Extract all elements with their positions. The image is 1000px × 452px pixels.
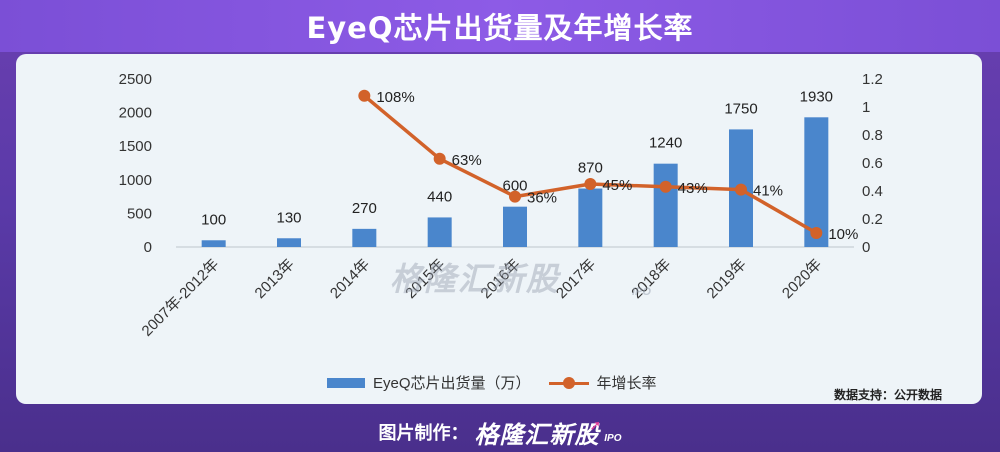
y-right-tick-label: 0.8 xyxy=(862,127,883,144)
legend-label-shipments: EyeQ芯片出货量（万） xyxy=(373,375,531,392)
x-tick-label: 2019年 xyxy=(704,256,750,302)
page-title: EyeQ芯片出货量及年增长率 xyxy=(306,11,694,45)
growth-data-label: 43% xyxy=(678,180,708,197)
growth-point xyxy=(584,178,597,190)
y-right-tick-label: 0.2 xyxy=(862,211,883,228)
bar-data-label: 1240 xyxy=(649,135,682,152)
bar-data-label: 130 xyxy=(276,209,301,226)
y-right-tick-label: 1 xyxy=(862,99,870,116)
bar-data-label: 1750 xyxy=(724,100,757,117)
footer-label: 图片制作： xyxy=(378,423,469,443)
growth-data-label: 36% xyxy=(527,190,557,207)
chart: 0 500 1000 1500 2000 2500 0 0.2 0.4 0.6 0.8 1 1.2 100… xyxy=(119,71,883,340)
bar-data-label: 270 xyxy=(352,200,377,217)
bar xyxy=(277,238,301,247)
growth-point xyxy=(810,227,823,239)
y-right-tick-label: 0 xyxy=(862,239,870,256)
legend-label-growth: 年增长率 xyxy=(596,375,657,392)
growth-data-label: 41% xyxy=(753,183,783,200)
bar xyxy=(653,163,678,247)
growth-point xyxy=(659,180,672,193)
growth-data-label: 10% xyxy=(828,226,858,243)
watermark-suffix: IPO xyxy=(632,286,651,298)
legend-bar-swatch xyxy=(327,377,365,388)
y-left-tick-label: 500 xyxy=(127,205,152,222)
chart-panel: 0 500 1000 1500 2000 2500 0 0.2 0.4 0.6 0.8 1 1.2 100… xyxy=(16,54,982,404)
bar xyxy=(427,217,452,247)
title-bar: EyeQ芯片出货量及年增长率 xyxy=(0,0,1000,52)
growth-point xyxy=(358,89,371,102)
bar-data-label: 440 xyxy=(427,188,452,205)
growth-data-label: 45% xyxy=(602,177,632,194)
watermark-brand: 格隆汇新股 xyxy=(390,261,561,297)
bar-data-label: 870 xyxy=(578,160,603,177)
y-left-tick-label: 1500 xyxy=(119,138,152,155)
chart-legend: EyeQ芯片出货量（万） 年增长率 xyxy=(327,372,675,393)
x-tick-label: 2013年 xyxy=(252,256,298,302)
bar xyxy=(578,188,603,247)
footer-arrow-icon: ➚ xyxy=(589,416,602,433)
growth-point xyxy=(509,190,521,203)
x-tick-label: 2007年-2012年 xyxy=(139,256,223,340)
y-left-tick-label: 0 xyxy=(144,239,152,256)
footer-brand: 格隆汇新股 xyxy=(474,421,600,449)
footer: 图片制作： 格隆汇新股 ➚ IPO xyxy=(0,412,1000,452)
y-right-tick-label: 1.2 xyxy=(862,71,883,88)
bar-data-label: 600 xyxy=(502,178,527,195)
bar xyxy=(804,117,829,247)
legend-line-swatch xyxy=(548,376,589,390)
bar xyxy=(201,240,226,247)
bar-data-label: 1930 xyxy=(800,88,833,105)
bar xyxy=(352,228,377,247)
y-right-tick-label: 0.4 xyxy=(862,183,883,200)
growth-point xyxy=(735,183,747,196)
legend-item-growth: 年增长率 xyxy=(548,372,657,393)
footer-brand-suffix: IPO xyxy=(604,432,622,444)
y-left-tick-label: 2000 xyxy=(119,105,152,122)
bar-data-label: 100 xyxy=(201,211,226,228)
bar xyxy=(503,206,527,247)
y-right-tick-label: 0.6 xyxy=(862,155,883,172)
source-note: 数据支持：公开数据 xyxy=(834,388,943,402)
x-tick-label: 2020年 xyxy=(779,256,825,302)
growth-data-label: 108% xyxy=(376,89,414,106)
x-tick-label: 2014年 xyxy=(327,256,373,302)
legend-item-shipments: EyeQ芯片出货量（万） xyxy=(327,372,531,393)
growth-data-label: 63% xyxy=(452,152,482,169)
growth-point xyxy=(433,152,446,165)
y-left-tick-label: 1000 xyxy=(119,172,152,189)
y-left-tick-label: 2500 xyxy=(119,71,152,88)
